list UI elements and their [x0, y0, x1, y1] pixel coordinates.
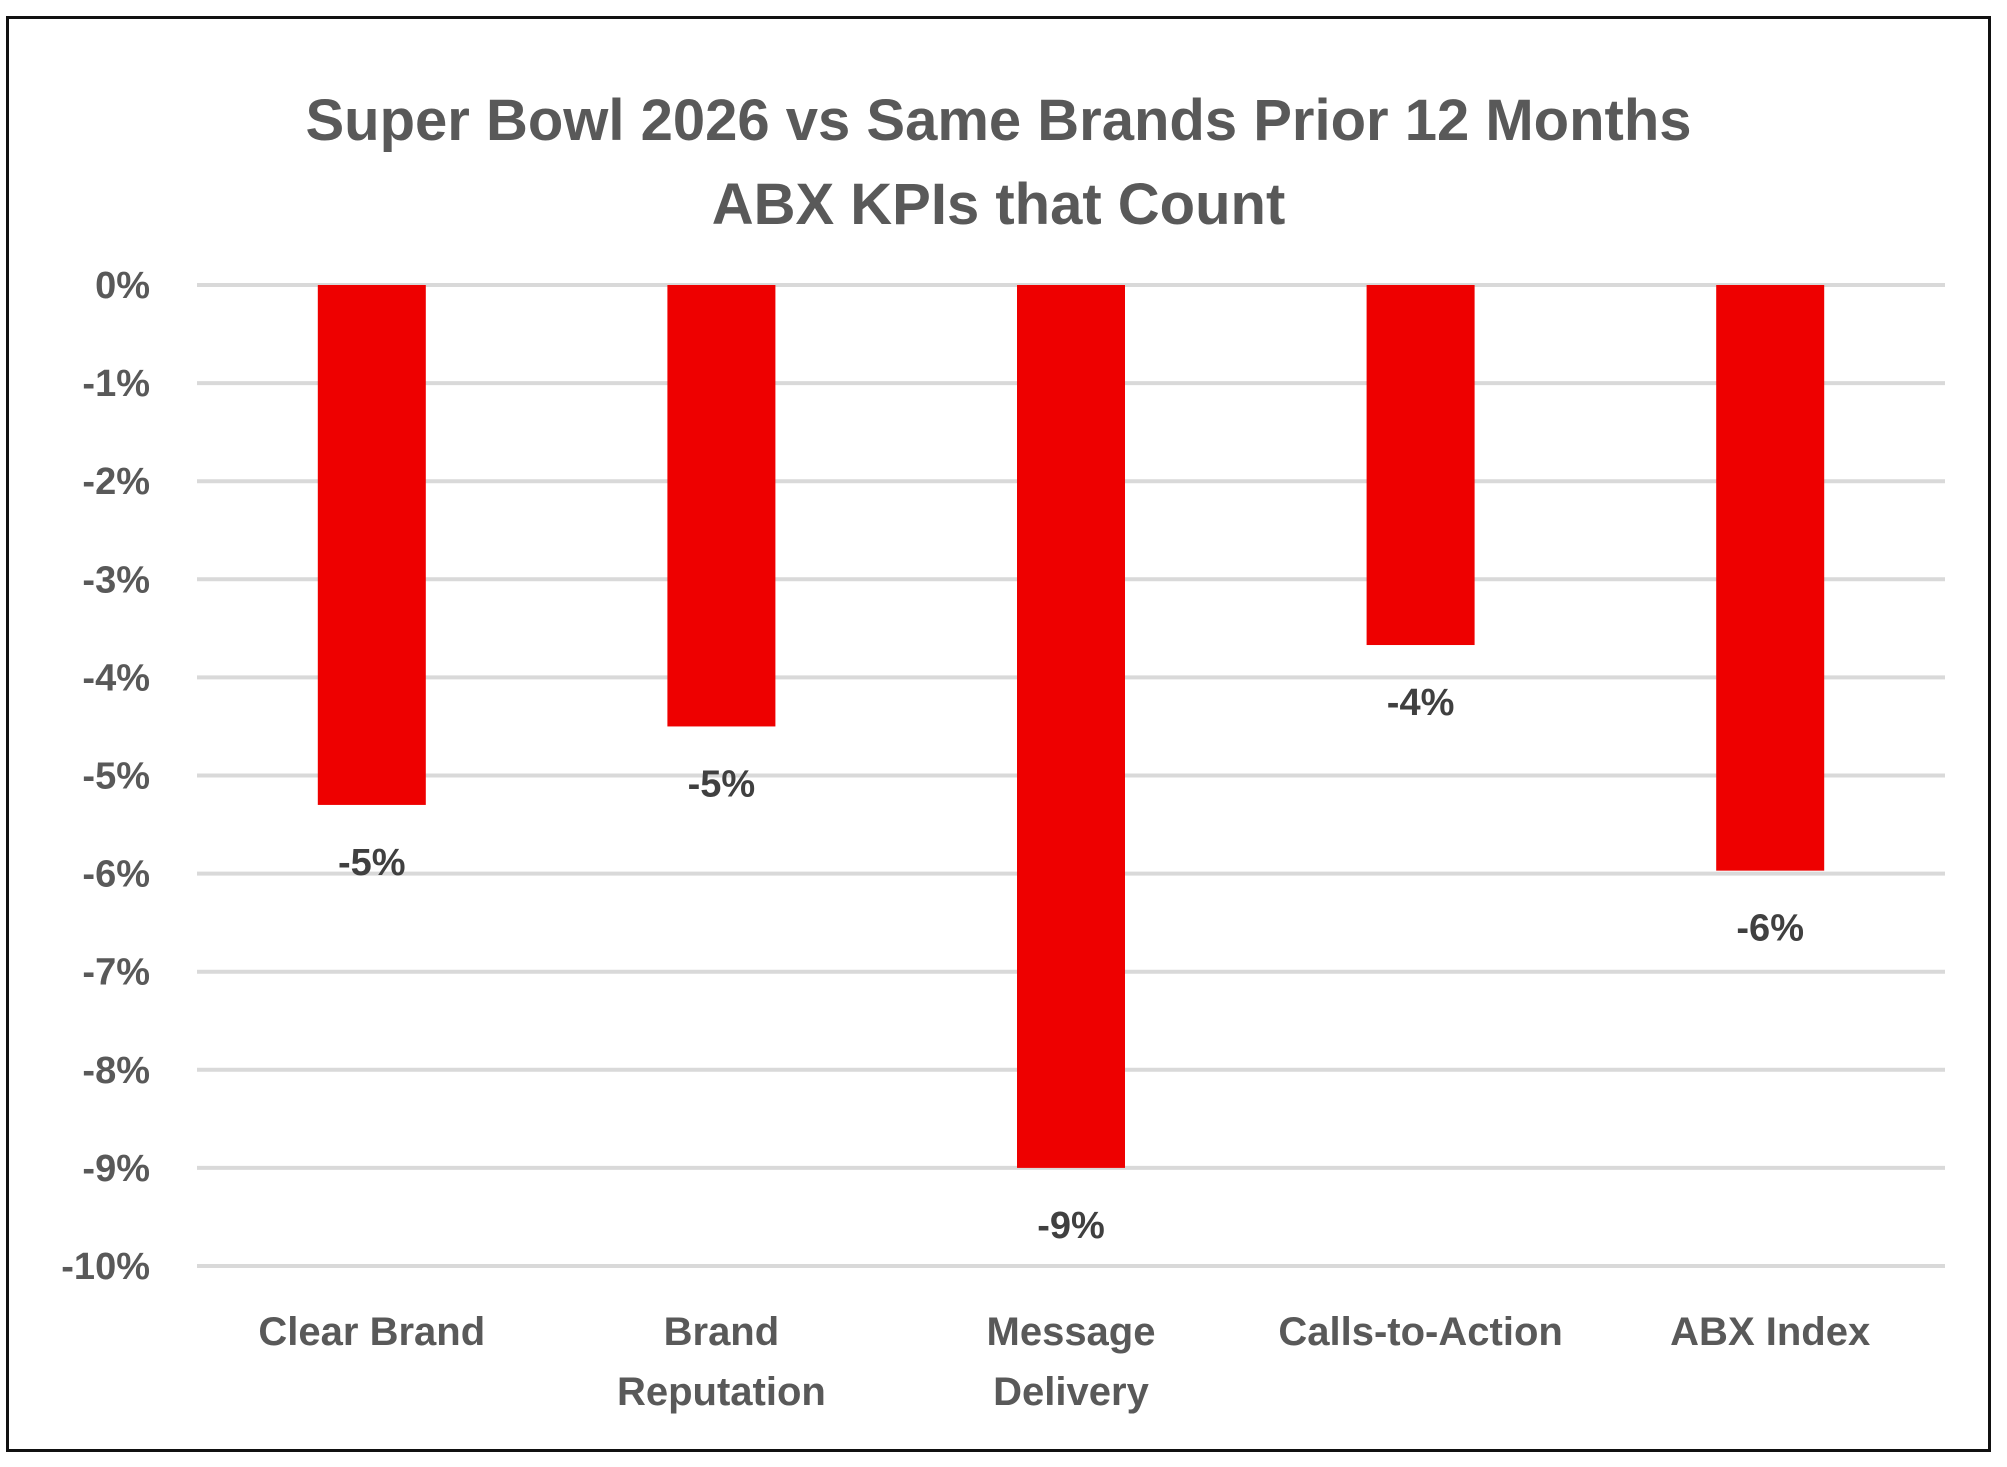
data-label: -5% [688, 763, 756, 805]
category-label: Message [987, 1310, 1156, 1354]
bar [317, 285, 426, 805]
chart-title-line-2: ABX KPIs that Count [711, 172, 1286, 237]
category-label: Brand [664, 1310, 780, 1354]
data-label: -4% [1387, 682, 1455, 724]
y-tick-label: -6% [82, 854, 150, 896]
y-tick-label: 0% [95, 265, 150, 307]
category-label: Delivery [993, 1370, 1149, 1414]
y-tick-label: -9% [82, 1148, 150, 1190]
data-label: -5% [338, 842, 406, 884]
bars [317, 285, 1825, 1168]
y-tick-label: -2% [82, 461, 150, 503]
bar [1366, 285, 1475, 646]
bar [1716, 285, 1825, 871]
y-tick-label: -7% [82, 952, 150, 994]
y-axis-ticks: 0% -1% -2% -3% -4% -5% -6% -7% -8% -9% -10% [61, 265, 150, 1288]
x-axis-categories: Clear Brand Brand Reputation Message Deliver… [258, 1310, 1870, 1414]
data-label: -6% [1736, 908, 1804, 950]
category-label: ABX Index [1670, 1310, 1870, 1354]
data-labels: -5% -5% -9% -4% -6% [338, 682, 1804, 1247]
y-tick-label: -4% [82, 657, 150, 699]
data-label: -9% [1037, 1205, 1105, 1247]
chart-title-line-1: Super Bowl 2026 vs Same Brands Prior 12 … [305, 88, 1692, 153]
category-label: Calls-to-Action [1278, 1310, 1562, 1354]
chart-title: Super Bowl 2026 vs Same Brands Prior 12 … [9, 79, 1988, 247]
y-tick-label: -8% [82, 1050, 150, 1092]
y-tick-label: -1% [82, 363, 150, 405]
y-tick-label: -3% [82, 559, 150, 601]
bar [1017, 285, 1125, 1168]
y-tick-label: -10% [61, 1246, 150, 1288]
category-label: Reputation [617, 1370, 826, 1414]
category-label: Clear Brand [258, 1310, 485, 1354]
bar [667, 285, 776, 727]
y-tick-label: -5% [82, 756, 150, 798]
